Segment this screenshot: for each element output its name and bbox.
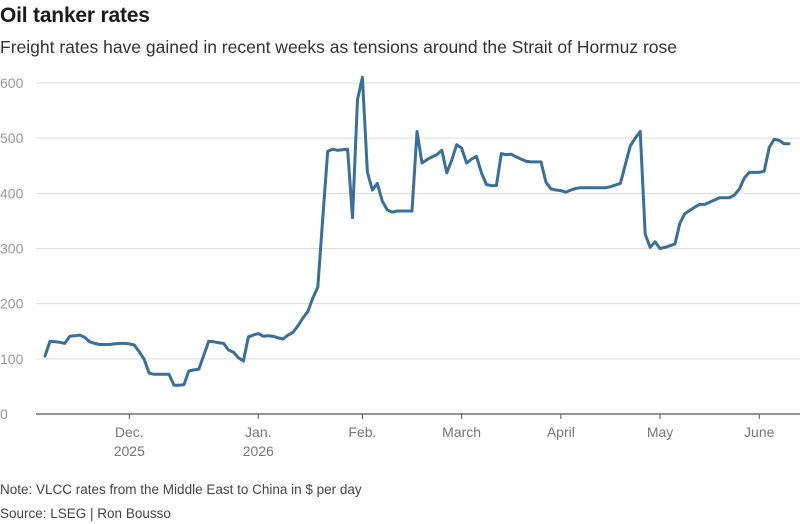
- chart-source: Source: LSEG | Ron Bousso: [0, 506, 171, 521]
- line-chart: 0 100 200 300 400 500 600 Dec. 2025 Jan. 2026 Feb.…: [0, 75, 800, 459]
- x-tick-label: 2026: [243, 443, 274, 459]
- y-tick-label: 200: [0, 296, 24, 312]
- chart-subtitle: Freight rates have gained in recent week…: [0, 37, 678, 57]
- x-tick-label: Jan.: [245, 424, 271, 440]
- x-tick-label: Dec.: [115, 424, 144, 440]
- y-tick-label: 500: [0, 130, 24, 146]
- y-tick-label: 400: [0, 185, 24, 201]
- x-tick-label: April: [547, 424, 575, 440]
- x-tick-label: March: [442, 424, 481, 440]
- y-tick-label: 300: [0, 241, 24, 257]
- x-tick-label: Feb.: [348, 424, 376, 440]
- chart-title: Oil tanker rates: [0, 4, 150, 27]
- x-tick-label: May: [647, 424, 673, 440]
- chart-note: Note: VLCC rates from the Middle East to…: [0, 482, 362, 497]
- y-tick-label: 100: [0, 351, 24, 367]
- x-tick-label: June: [744, 424, 775, 440]
- x-tick-label: 2025: [114, 443, 145, 459]
- series-line-vlcc-rates: [43, 76, 791, 387]
- y-tick-label: 0: [0, 406, 8, 422]
- y-tick-label: 600: [0, 75, 24, 91]
